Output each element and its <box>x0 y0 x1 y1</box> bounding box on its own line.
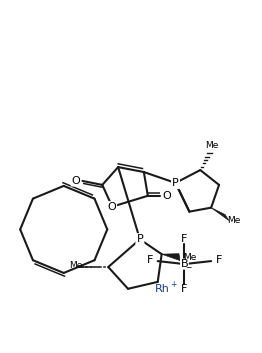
Text: Me: Me <box>227 216 241 225</box>
Text: Me: Me <box>69 261 82 270</box>
Polygon shape <box>211 208 229 221</box>
Text: Rh: Rh <box>155 284 170 294</box>
Text: O: O <box>108 202 117 212</box>
Text: F: F <box>181 285 188 294</box>
Text: F: F <box>181 234 188 244</box>
Text: −: − <box>185 264 192 273</box>
Text: P: P <box>137 234 143 244</box>
Text: O: O <box>71 176 80 186</box>
Text: P: P <box>172 178 179 188</box>
Text: +: + <box>170 280 177 289</box>
Polygon shape <box>162 254 180 261</box>
Text: Me: Me <box>183 253 196 262</box>
Text: Me: Me <box>205 141 219 150</box>
Text: B: B <box>181 259 188 269</box>
Text: O: O <box>162 191 171 201</box>
Text: F: F <box>215 255 222 265</box>
Text: F: F <box>147 255 154 265</box>
